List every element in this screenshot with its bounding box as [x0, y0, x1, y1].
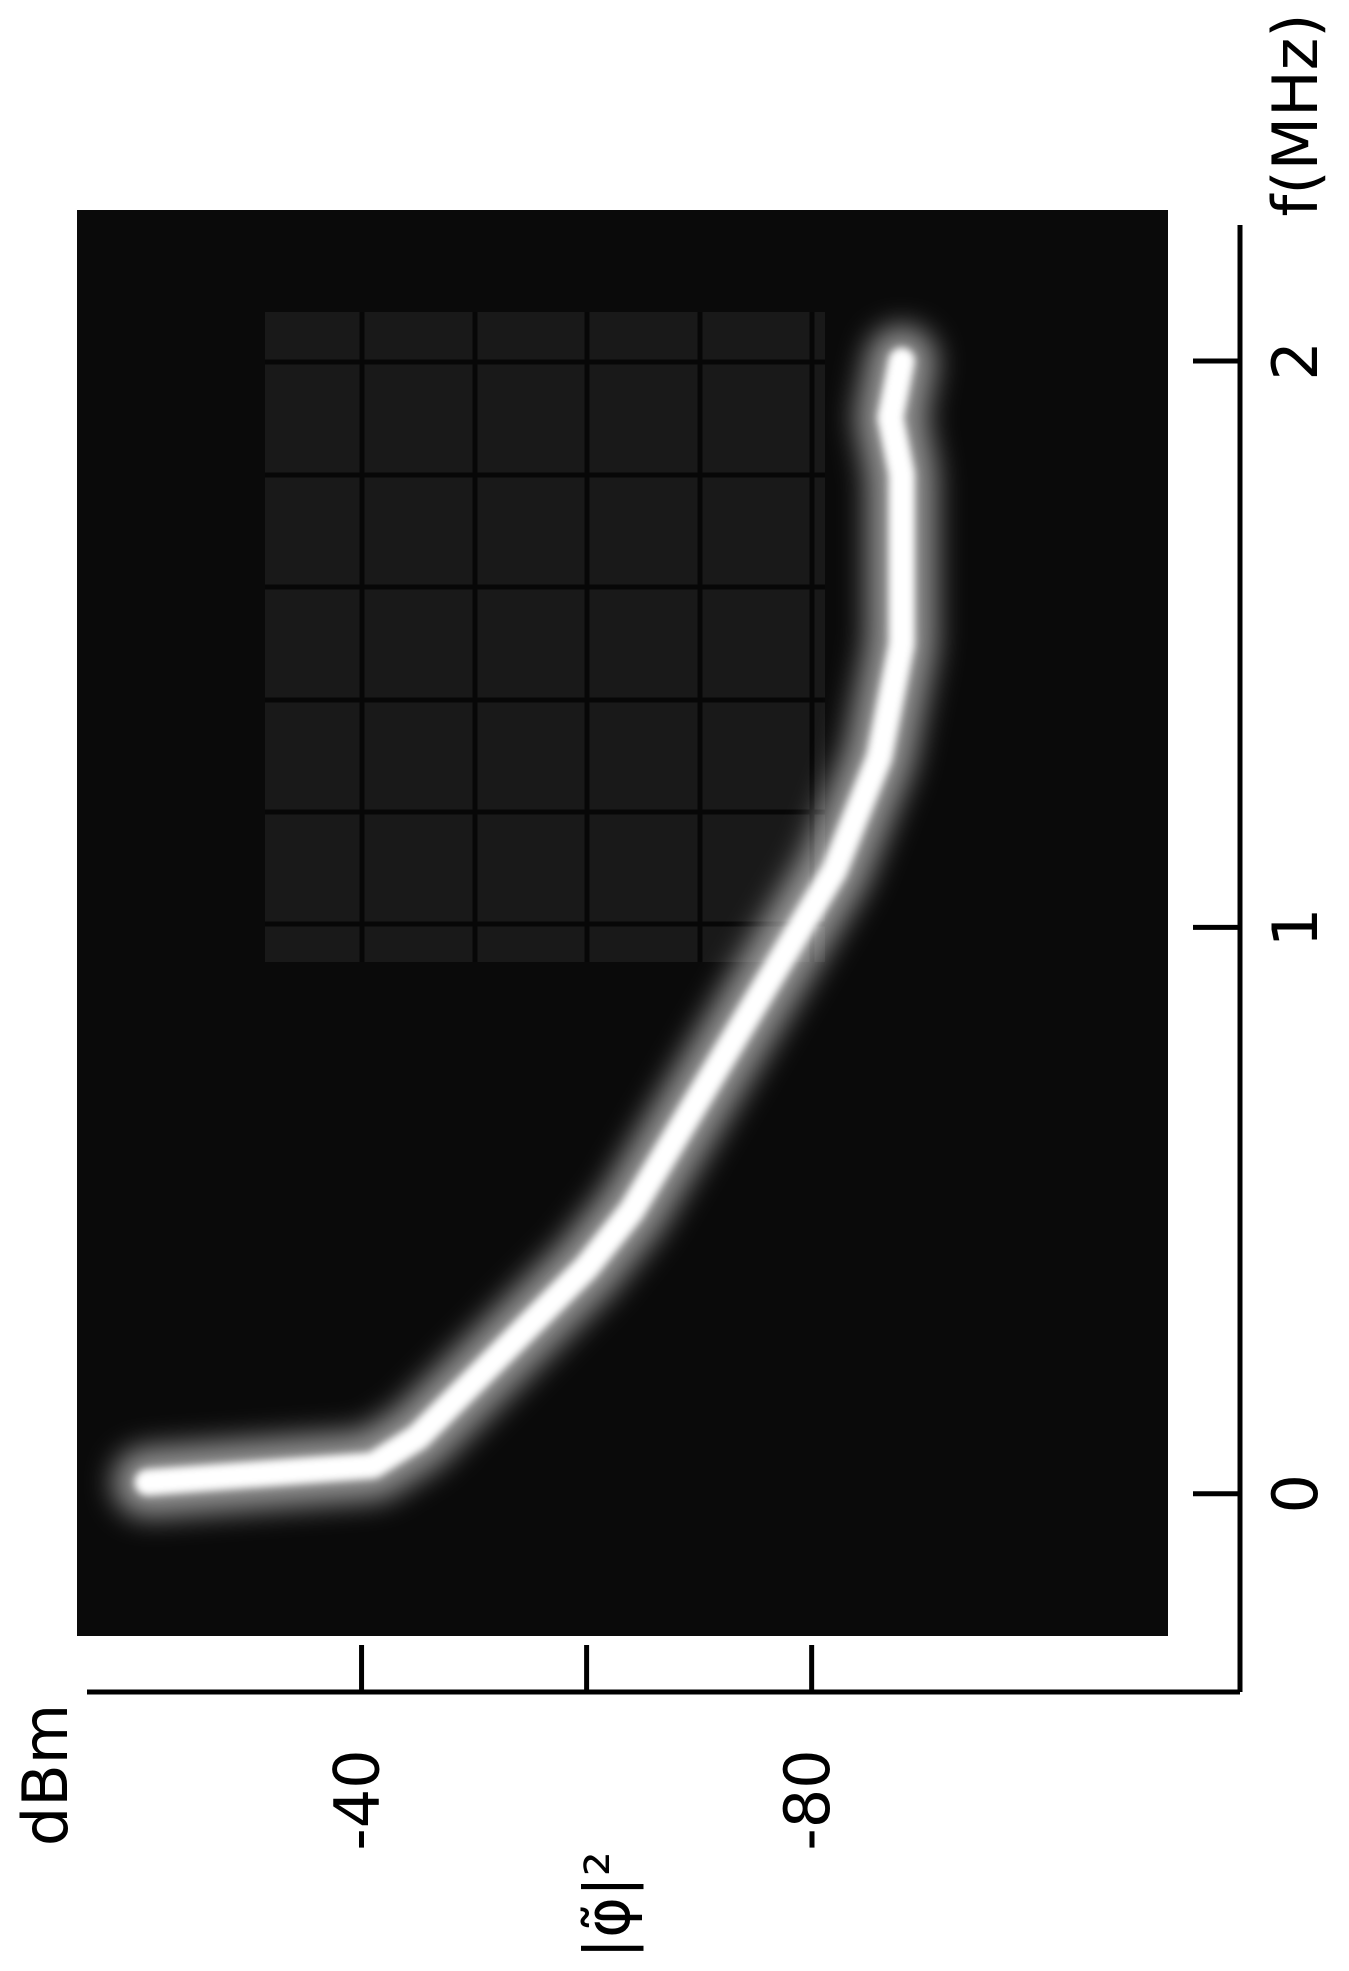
y-tick-label: -40: [321, 1749, 394, 1850]
axes: [87, 225, 1243, 1695]
y-tick-label: -80: [771, 1749, 844, 1850]
y-axis-label: |φ̃|²: [571, 1851, 645, 1959]
graticule-area: [265, 312, 825, 962]
x-tick-label: 0: [1259, 1474, 1332, 1513]
x-axis-label: f(MHz): [1259, 14, 1332, 217]
graticule-lines: [265, 312, 825, 962]
scope-graticule: [265, 312, 825, 962]
x-tick-label: 2: [1259, 341, 1332, 380]
x-tick-label: 1: [1259, 908, 1332, 947]
trace: [134, 347, 915, 1496]
y-axis-unit: dBm: [9, 1704, 82, 1846]
